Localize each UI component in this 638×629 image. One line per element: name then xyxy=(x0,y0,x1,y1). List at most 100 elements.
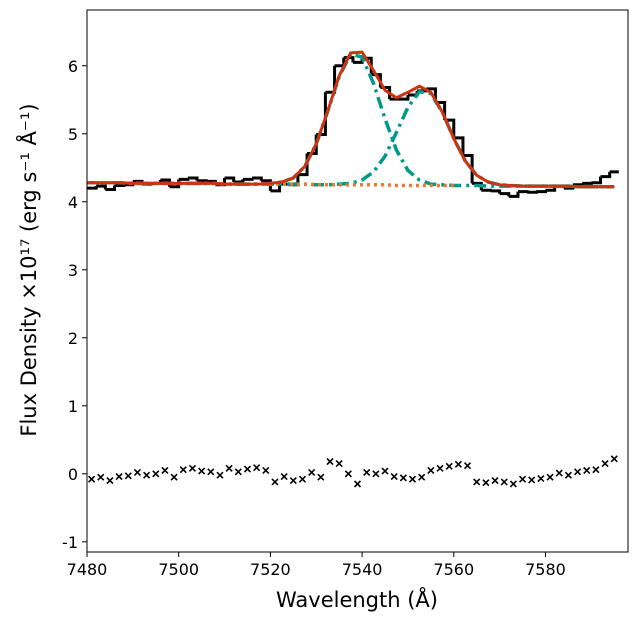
residual-marker xyxy=(317,473,325,481)
spectrum-step xyxy=(325,65,337,94)
residual-marker xyxy=(528,476,536,484)
spectrum-step xyxy=(334,57,346,68)
residual-marker xyxy=(124,472,132,480)
residual-marker xyxy=(482,479,490,487)
residual-marker xyxy=(381,467,389,475)
residual-marker xyxy=(280,472,288,481)
residual-marker xyxy=(463,462,472,470)
y-tick-label: -1 xyxy=(62,533,78,552)
residual-marker xyxy=(555,469,563,477)
spectrum-step xyxy=(536,190,547,194)
residual-marker xyxy=(601,460,609,468)
residual-marker xyxy=(143,471,151,479)
residual-marker xyxy=(436,464,444,472)
x-tick-label: 7500 xyxy=(158,560,199,579)
residual-marker xyxy=(418,473,426,481)
spectrum-step xyxy=(242,177,254,181)
spectrum-step xyxy=(591,176,602,185)
residual-marker xyxy=(262,466,270,474)
residual-marker xyxy=(518,475,527,483)
residual-marker xyxy=(344,470,352,478)
spectrum-step xyxy=(582,181,593,185)
residual-marker xyxy=(271,478,279,486)
y-axis-label: Flux Density ×10¹⁷ (erg s⁻¹ Å⁻¹) xyxy=(15,103,41,436)
residual-marker xyxy=(574,468,582,476)
spectrum-step xyxy=(508,191,520,198)
residual-marker xyxy=(353,480,362,488)
residual-marker xyxy=(500,478,508,486)
residual-marker xyxy=(610,455,618,463)
residual-marker xyxy=(473,478,481,486)
spectrum-step xyxy=(197,179,208,183)
residual-marker xyxy=(106,477,114,485)
residual-marker xyxy=(546,473,554,481)
residual-marker xyxy=(298,475,307,483)
x-tick-label: 7540 xyxy=(342,560,383,579)
residual-marker xyxy=(363,468,371,476)
y-tick-label: 6 xyxy=(68,57,78,76)
y-tick-label: 5 xyxy=(68,125,78,144)
residual-marker xyxy=(583,466,591,474)
residual-marker xyxy=(179,466,187,474)
x-tick-label: 7560 xyxy=(433,560,474,579)
y-tick-label: 4 xyxy=(68,193,78,212)
axes-frame xyxy=(86,9,629,553)
residual-marker xyxy=(592,466,600,474)
residual-marker xyxy=(427,466,435,474)
spectrum-step xyxy=(499,192,511,197)
spectrum-step xyxy=(572,183,584,187)
residual-marker xyxy=(207,468,215,476)
residual-marker xyxy=(454,460,462,468)
residual-marker xyxy=(326,457,334,466)
residual-marker xyxy=(408,475,417,483)
residual-marker xyxy=(225,464,233,472)
residual-marker xyxy=(253,464,261,472)
spectrum-step xyxy=(453,136,465,156)
residual-marker xyxy=(161,466,169,474)
residual-marker xyxy=(152,470,160,478)
spectrum-step xyxy=(261,179,272,191)
residual-marker xyxy=(372,470,380,478)
y-tick-label: 1 xyxy=(68,397,78,416)
residual-marker xyxy=(115,472,123,481)
spectrum-step xyxy=(178,177,190,181)
residual-marker xyxy=(564,471,572,479)
residual-marker xyxy=(537,474,545,483)
y-tick-label: 2 xyxy=(68,329,78,348)
model-line xyxy=(87,89,615,189)
model-line xyxy=(87,52,615,189)
residual-marker xyxy=(88,475,96,483)
spectrum-step xyxy=(114,183,126,187)
x-tick-label: 7480 xyxy=(67,560,108,579)
spectrum-step xyxy=(527,190,538,194)
model-line xyxy=(87,50,615,189)
residual-marker xyxy=(198,467,206,475)
x-tick-label: 7580 xyxy=(525,560,566,579)
spectrum-step xyxy=(87,186,98,190)
spectrum-step xyxy=(490,189,502,194)
residual-marker xyxy=(97,473,105,481)
spectrum-step xyxy=(481,188,492,192)
residual-marker xyxy=(170,473,178,481)
residual-marker xyxy=(133,468,141,476)
spectrum-step xyxy=(472,181,483,191)
spectrum-step xyxy=(517,190,529,194)
y-tick-label: 0 xyxy=(68,465,78,484)
residual-marker xyxy=(445,462,453,470)
y-tick-label: 3 xyxy=(68,261,78,280)
residual-marker xyxy=(509,480,517,488)
x-tick-label: 7520 xyxy=(250,560,291,579)
residual-marker xyxy=(399,474,407,482)
residual-marker xyxy=(491,477,499,485)
residual-marker xyxy=(216,471,224,479)
spectrum-step xyxy=(270,184,282,193)
spectrum-step xyxy=(600,171,612,179)
residual-marker xyxy=(308,468,316,476)
x-axis-label: Wavelength (Å) xyxy=(276,586,438,612)
spectrum-step xyxy=(462,154,474,184)
residual-marker xyxy=(390,472,398,481)
plot-area xyxy=(87,50,619,488)
residual-marker xyxy=(188,464,197,472)
residual-marker xyxy=(335,460,343,468)
